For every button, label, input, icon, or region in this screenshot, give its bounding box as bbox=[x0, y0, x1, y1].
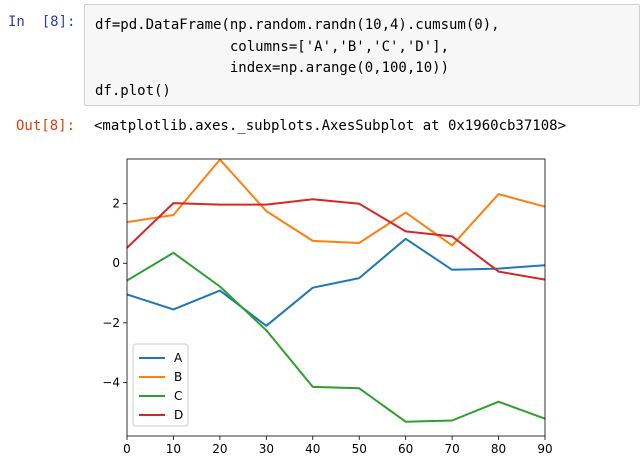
x-tick-label: 10 bbox=[166, 442, 181, 456]
x-tick-label: 70 bbox=[444, 442, 459, 456]
x-tick-label: 90 bbox=[537, 442, 552, 456]
x-tick-label: 40 bbox=[305, 442, 320, 456]
legend-label-a: A bbox=[174, 351, 183, 365]
code-line: index=np.arange(0,100,10)) bbox=[95, 60, 450, 76]
x-tick-label: 80 bbox=[491, 442, 506, 456]
series-line-a bbox=[126, 237, 546, 327]
code-cell-input[interactable]: df=pd.DataFrame(np.random.randn(10,4).cu… bbox=[84, 4, 640, 106]
legend-box bbox=[132, 343, 189, 427]
code-line: df.plot() bbox=[95, 83, 171, 99]
input-prompt: In [8]: bbox=[8, 14, 76, 30]
series-line-b bbox=[126, 158, 546, 247]
plot-area-frame bbox=[126, 158, 546, 437]
y-tick-label: 0 bbox=[112, 256, 120, 270]
code-line: columns=['A','B','C','D'], bbox=[95, 39, 450, 55]
x-tick-label: 20 bbox=[212, 442, 227, 456]
y-tick-label: 2 bbox=[112, 197, 120, 211]
x-tick-label: 50 bbox=[352, 442, 367, 456]
series-line-c bbox=[126, 251, 546, 423]
x-tick-label: 0 bbox=[123, 442, 131, 456]
legend-label-d: D bbox=[174, 408, 183, 422]
legend-label-c: C bbox=[174, 389, 182, 403]
y-tick-label: −4 bbox=[102, 375, 120, 389]
y-tick-label: −2 bbox=[102, 316, 120, 330]
code-line: df=pd.DataFrame(np.random.randn(10,4).cu… bbox=[95, 17, 500, 33]
x-tick-label: 60 bbox=[398, 442, 413, 456]
legend-label-b: B bbox=[174, 370, 182, 384]
output-prompt: Out[8]: bbox=[16, 118, 76, 134]
series-line-d bbox=[126, 198, 546, 281]
output-text: <matplotlib.axes._subplots.AxesSubplot a… bbox=[94, 118, 567, 134]
x-tick-label: 30 bbox=[259, 442, 274, 456]
